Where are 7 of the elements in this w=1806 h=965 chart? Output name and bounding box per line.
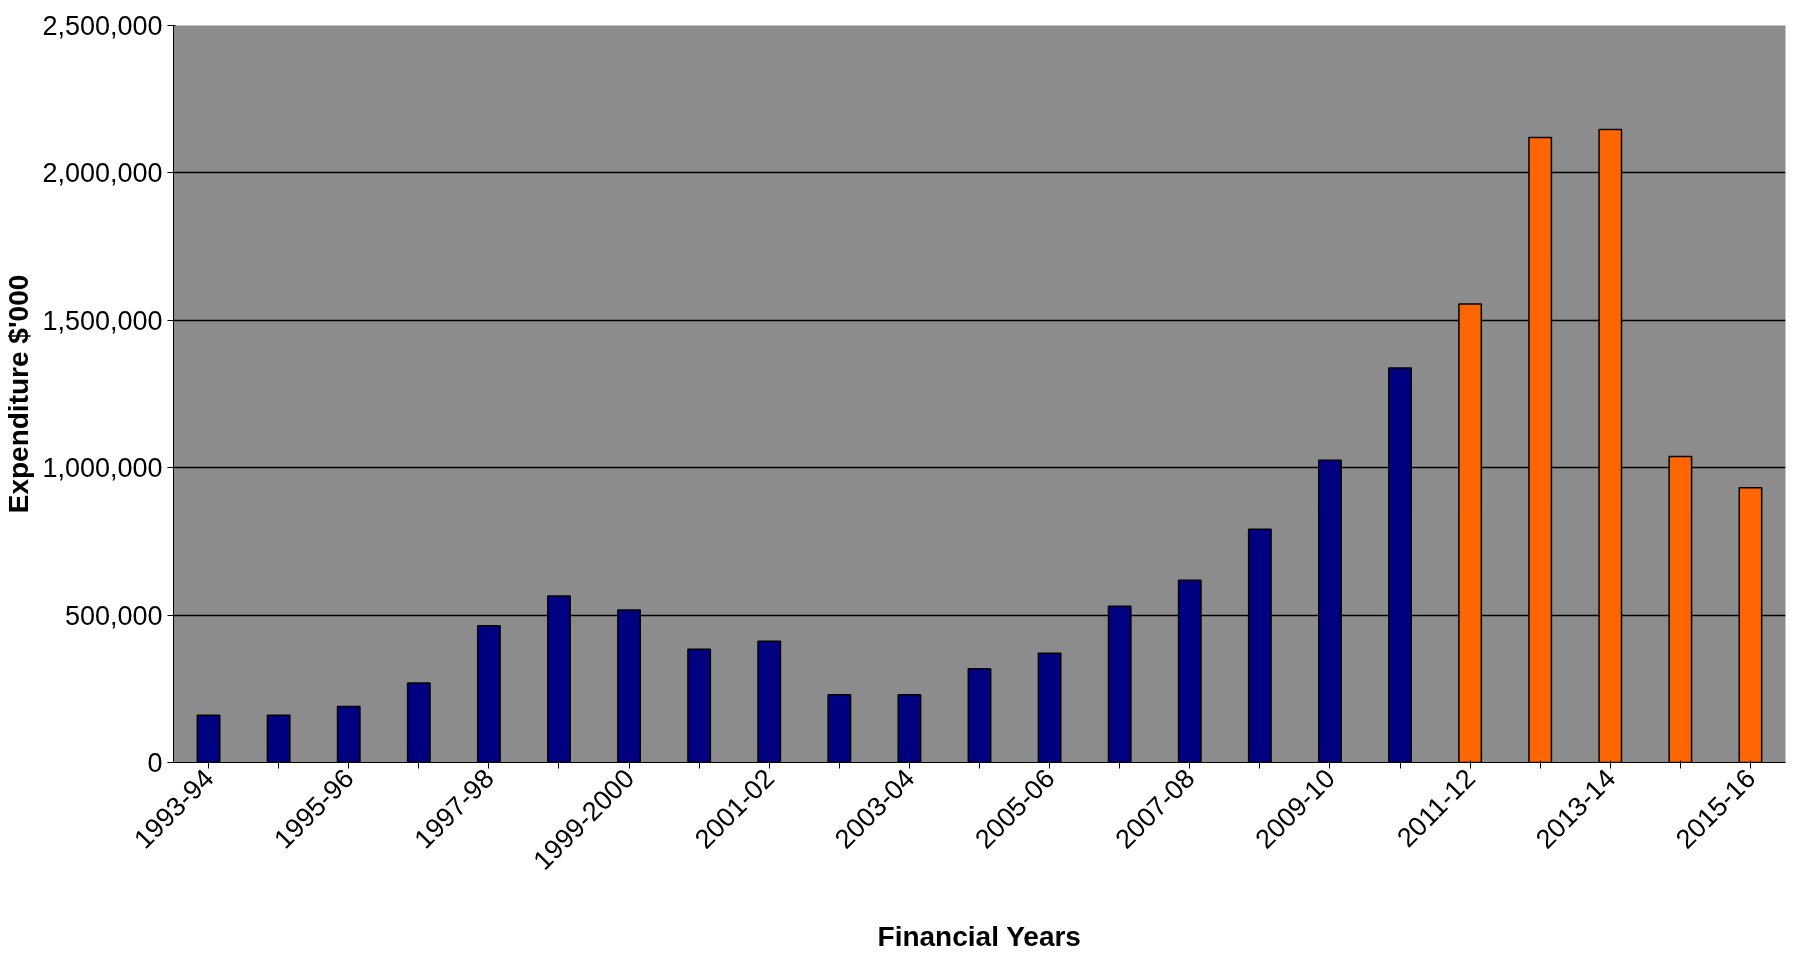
y-tick-label: 1,000,000: [42, 453, 163, 484]
y-tick-label: 2,500,000: [42, 11, 163, 41]
y-axis-title: Expenditure $'000: [3, 274, 35, 514]
x-axis-title: Financial Years: [877, 921, 1081, 953]
y-tick-label: 500,000: [64, 600, 163, 631]
y-tick-label: 2,000,000: [42, 158, 163, 189]
y-tick-label: 1,500,000: [42, 305, 163, 336]
